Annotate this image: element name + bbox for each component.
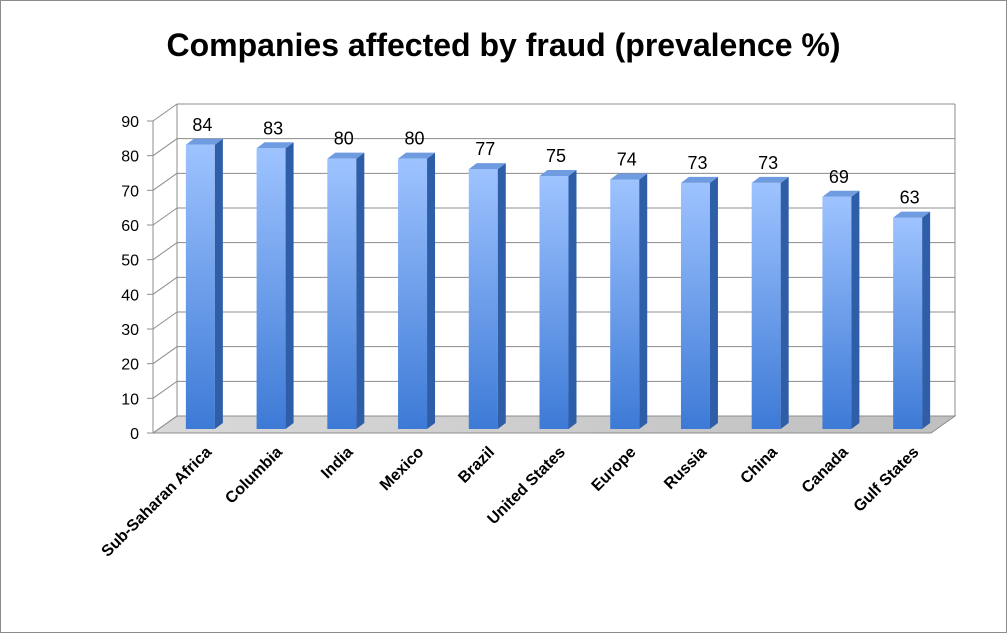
bar <box>468 163 506 430</box>
bar-side <box>780 176 789 429</box>
data-label: 75 <box>546 146 566 166</box>
bar-top <box>185 138 223 145</box>
y-tick-label: 90 <box>121 114 139 131</box>
data-label: 63 <box>900 188 920 208</box>
bar-front <box>398 158 428 429</box>
bar-side <box>285 142 294 429</box>
y-tick-label: 50 <box>121 253 139 270</box>
chart-title: Companies affected by fraud (prevalence … <box>166 27 841 63</box>
category-label: Brazil <box>455 444 498 487</box>
bar-front <box>539 176 569 429</box>
bar-front <box>610 179 640 429</box>
bar-side <box>851 190 860 429</box>
data-label: 69 <box>829 167 849 187</box>
y-tick-label: 80 <box>121 149 139 166</box>
bar <box>539 170 577 429</box>
data-label: 80 <box>334 129 354 149</box>
bar-side <box>214 138 223 430</box>
bar <box>610 173 648 429</box>
bar-top <box>327 152 365 159</box>
bar-front <box>256 148 286 429</box>
bar-top <box>822 190 860 197</box>
category-label: Columbia <box>222 444 286 508</box>
bar-front <box>751 182 781 429</box>
gridline-side <box>152 172 178 191</box>
bar-front <box>822 196 852 429</box>
y-axis: 0 10 20 30 40 50 60 70 80 90 <box>121 114 931 443</box>
bar-front <box>185 144 215 430</box>
bar-top <box>468 163 506 170</box>
data-label: 83 <box>263 118 283 138</box>
data-label: 80 <box>405 129 425 149</box>
bar <box>327 152 365 429</box>
category-label: Canada <box>799 444 852 497</box>
data-label: 84 <box>192 115 212 135</box>
category-label: Mexico <box>377 444 428 495</box>
category-label: China <box>738 444 782 488</box>
bar <box>822 190 860 429</box>
bar-side <box>356 152 365 429</box>
data-label: 77 <box>475 139 495 159</box>
bar-side <box>922 211 931 429</box>
bar <box>893 211 931 429</box>
category-label: Russia <box>661 444 710 493</box>
bar-top <box>680 176 718 183</box>
gridline-side <box>152 311 178 330</box>
bar-side <box>427 152 436 429</box>
bar-top <box>398 152 436 159</box>
bar-top <box>893 211 931 218</box>
bar-front <box>680 182 710 429</box>
bar-side <box>568 170 577 429</box>
category-labels: Sub-Saharan Africa Columbia India Mexico Bra… <box>99 444 923 561</box>
bar <box>185 138 223 430</box>
bar-top <box>539 170 577 176</box>
bar-top <box>751 176 789 183</box>
bar <box>256 142 294 429</box>
y-tick-label: 60 <box>121 218 139 235</box>
gridline-side <box>152 138 178 157</box>
gridline-side <box>152 276 178 295</box>
y-tick-label: 20 <box>121 357 139 374</box>
bar-side <box>639 173 648 429</box>
y-tick-label: 30 <box>121 322 139 339</box>
data-label: 73 <box>687 153 707 173</box>
data-label: 74 <box>617 149 637 169</box>
category-label: Gulf States <box>851 444 923 516</box>
gridline-side <box>152 242 178 261</box>
y-tick-label: 70 <box>121 183 139 200</box>
y-tick-label: 40 <box>121 287 139 304</box>
bar-front <box>893 217 923 429</box>
bar <box>751 176 789 429</box>
bar-front <box>468 169 498 430</box>
category-label: India <box>318 444 356 482</box>
category-label: Sub-Saharan Africa <box>99 444 216 561</box>
bar-side <box>497 163 506 430</box>
gridline-side <box>152 380 178 399</box>
data-label: 73 <box>758 153 778 173</box>
gridline-side <box>152 207 178 226</box>
bar-top <box>256 142 294 149</box>
y-tick-label: 10 <box>121 391 139 408</box>
gridline-side <box>152 103 178 122</box>
gridline-side <box>152 415 178 434</box>
bar-side <box>709 176 718 429</box>
bar-top <box>610 173 648 180</box>
gridline-side <box>152 346 178 365</box>
data-labels: 84 83 80 80 77 75 74 73 73 69 63 <box>192 115 919 208</box>
bars <box>185 138 931 430</box>
bar <box>398 152 436 429</box>
y-tick-label: 0 <box>130 426 139 443</box>
bar-front <box>327 158 357 429</box>
bar <box>680 176 718 429</box>
category-label: Europe <box>589 444 640 495</box>
